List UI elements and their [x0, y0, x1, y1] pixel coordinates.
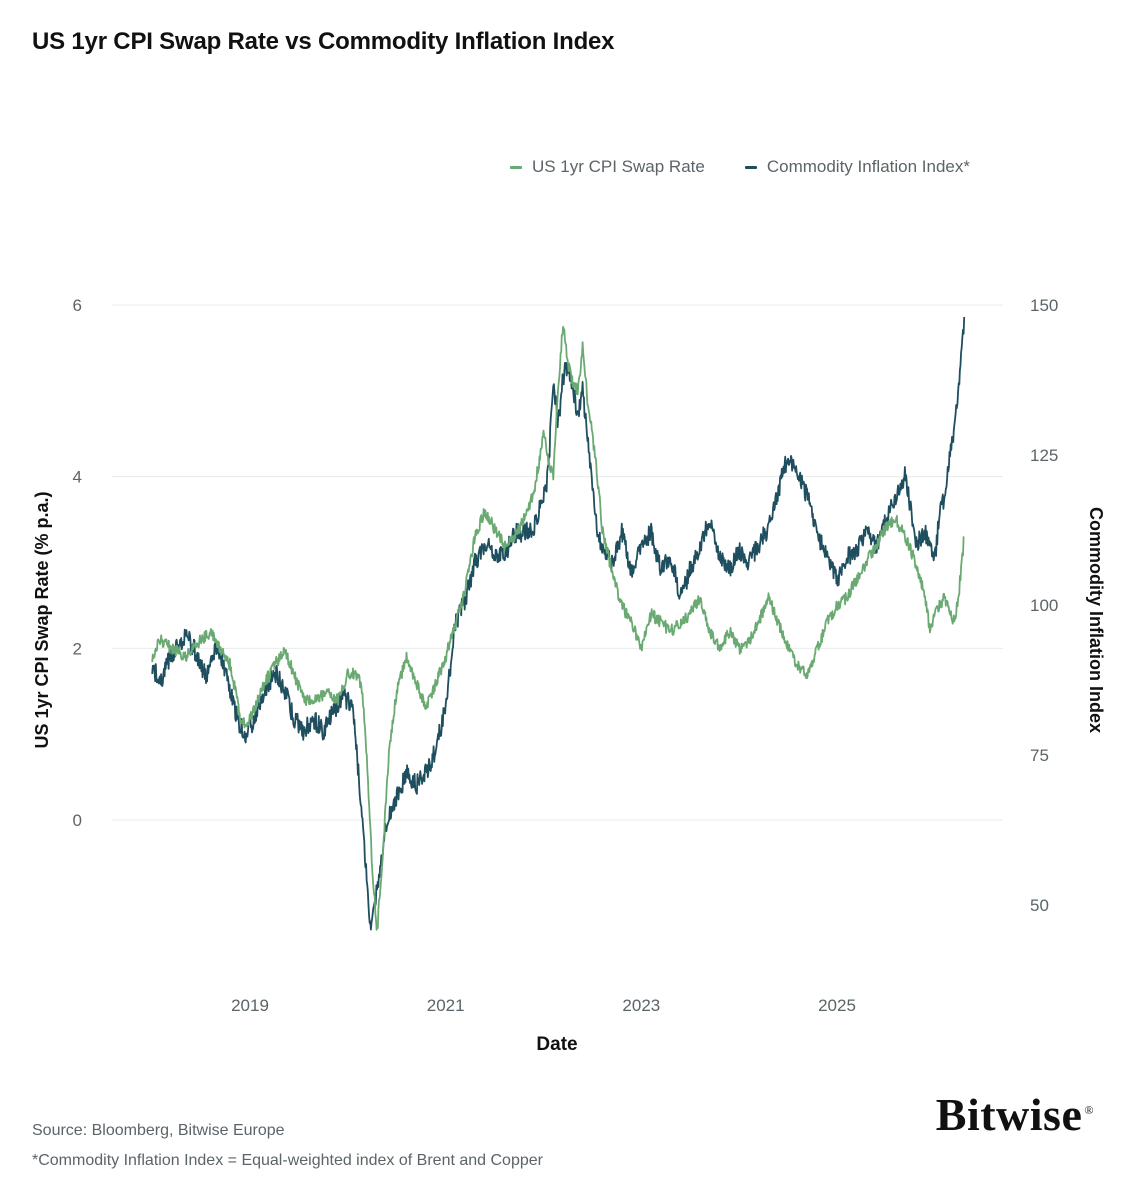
legend-label-swap-rate: US 1yr CPI Swap Rate: [531, 157, 705, 176]
right-axis-ticks: 50 75 100 125 150: [1030, 296, 1058, 915]
legend-item-commodity-index: Commodity Inflation Index*: [744, 157, 970, 177]
right-tick-label: 100: [1030, 596, 1058, 615]
right-tick-label: 150: [1030, 296, 1058, 315]
chart-title: US 1yr CPI Swap Rate vs Commodity Inflat…: [32, 28, 615, 55]
brand-name: Bitwise: [935, 1089, 1083, 1140]
footnotes: Source: Bloomberg, Bitwise Europe *Commo…: [32, 1116, 543, 1176]
x-tick-label: 2025: [818, 996, 856, 1015]
right-tick-label: 75: [1030, 746, 1049, 765]
legend-swatch-commodity-index: [744, 165, 757, 169]
x-tick-label: 2021: [427, 996, 465, 1015]
legend-swatch-swap-rate: [509, 165, 522, 169]
x-tick-label: 2023: [622, 996, 660, 1015]
series-line-commodity-index: [151, 316, 966, 931]
left-axis-ticks: 0 2 4 6: [73, 296, 82, 830]
grid-lines: [112, 304, 1003, 821]
right-tick-label: 50: [1030, 896, 1049, 915]
right-tick-label: 125: [1030, 446, 1058, 465]
left-tick-label: 2: [73, 639, 82, 658]
source-note: Source: Bloomberg, Bitwise Europe: [32, 1122, 285, 1139]
chart-legend: US 1yr CPI Swap Rate Commodity Inflation…: [509, 157, 970, 177]
left-axis-label: US 1yr CPI Swap Rate (% p.a.): [32, 491, 52, 748]
left-tick-label: 6: [73, 296, 82, 315]
legend-item-swap-rate: US 1yr CPI Swap Rate: [509, 157, 705, 177]
series-layer: [151, 316, 966, 931]
x-axis-ticks: 2019 2021 2023 2025: [231, 996, 856, 1015]
x-axis-label: Date: [536, 1034, 577, 1055]
legend-label-commodity-index: Commodity Inflation Index*: [766, 157, 970, 176]
left-tick-label: 4: [73, 468, 82, 487]
registered-mark: ®: [1084, 1102, 1094, 1117]
left-tick-label: 0: [73, 811, 82, 830]
right-axis-label: Commodity Inflation Index: [1086, 507, 1106, 733]
x-tick-label: 2019: [231, 996, 269, 1015]
brand-logo: Bitwise ®: [936, 1088, 1094, 1141]
index-definition-note: *Commodity Inflation Index = Equal-weigh…: [32, 1152, 543, 1169]
series-line-swap-rate: [151, 325, 965, 931]
